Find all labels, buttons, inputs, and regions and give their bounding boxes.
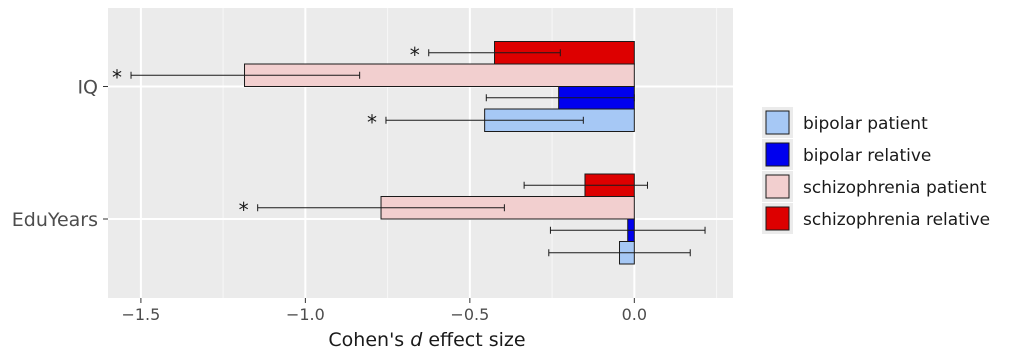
x-tick-label: −0.5: [450, 305, 489, 324]
bars: * * * *: [112, 41, 706, 265]
legend-label: bipolar relative: [803, 146, 931, 166]
axes: −1.5 −1.0 −0.5 0.0 IQ EduYears: [12, 77, 647, 325]
x-axis-label-prefix: Cohen's: [328, 329, 410, 351]
x-tick-label: 0.0: [622, 305, 647, 324]
y-tick-label-iq: IQ: [77, 77, 98, 99]
significance-marker: *: [367, 110, 377, 134]
legend-swatch-schizophrenia-relative: [765, 206, 790, 231]
x-tick-label: −1.5: [121, 305, 160, 324]
legend-swatch-schizophrenia-patient: [765, 174, 790, 199]
legend-swatch-bipolar-patient: [765, 110, 790, 135]
significance-marker: *: [112, 65, 122, 89]
y-tick-label-eduyears: EduYears: [12, 209, 98, 231]
significance-marker: *: [239, 198, 249, 222]
plot-panel: [108, 8, 733, 298]
x-axis-label-suffix: effect size: [422, 329, 525, 351]
legend-label: schizophrenia relative: [803, 210, 990, 230]
legend-label: schizophrenia patient: [803, 178, 987, 198]
x-tick-label: −1.0: [286, 305, 325, 324]
x-axis-label-italic: d: [410, 329, 423, 351]
legend-label: bipolar patient: [803, 114, 928, 134]
legend: bipolar patient bipolar relative schizophr…: [762, 107, 990, 234]
significance-marker: *: [410, 43, 420, 67]
plot-background: [108, 8, 733, 298]
legend-swatch-bipolar-relative: [765, 142, 790, 167]
x-axis-label: Cohen's d effect size: [328, 329, 525, 351]
